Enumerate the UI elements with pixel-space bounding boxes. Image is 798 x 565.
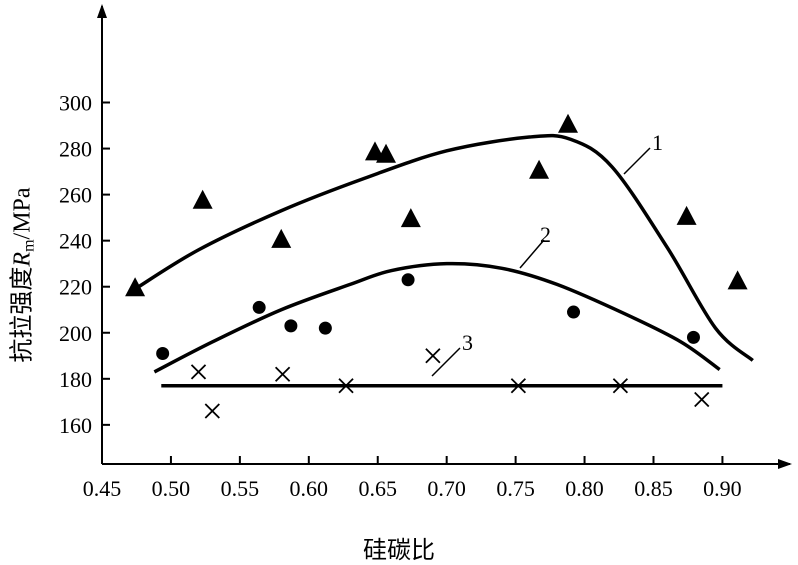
series-3-point [510, 378, 527, 394]
y-tick-label: 220 [59, 275, 92, 300]
series-2-point [156, 346, 170, 360]
series-2-curve [153, 261, 721, 374]
y-axis-label: 抗拉强度Rm/MPa [2, 187, 39, 362]
x-tick-label: 0.55 [221, 476, 260, 501]
y-axis-label-symbol: R [9, 251, 36, 267]
series-1-point [676, 205, 697, 225]
x-tick-label: 0.60 [290, 476, 329, 501]
x-tick-label: 0.90 [703, 476, 742, 501]
series-1-label: 1 [652, 130, 663, 155]
series-2-point [252, 300, 266, 314]
x-tick-label: 0.75 [496, 476, 535, 501]
series-3-point [425, 348, 441, 364]
series-2-point [318, 321, 332, 335]
series-3-point [204, 403, 220, 419]
y-axis-label-prefix: 抗拉强度 [7, 266, 36, 363]
series-3-point [694, 391, 710, 408]
series-1-leader [623, 147, 651, 175]
y-tick-label: 160 [59, 413, 92, 438]
series-2-leader [519, 239, 545, 269]
data-points [125, 113, 748, 419]
series-3-point [612, 378, 629, 394]
series-3-point [274, 366, 291, 382]
series-1-point [400, 208, 421, 228]
y-axis-label-wrap: 抗拉强度Rm/MPa [2, 140, 38, 410]
series-3-leader [431, 347, 461, 377]
y-tick-label: 280 [59, 137, 92, 162]
series-3-label: 3 [462, 330, 473, 355]
y-axis-label-subscript: m [20, 239, 38, 252]
axes: 0.45 0.50 0.55 0.60 0.65 0.70 0.75 0.80 0.85 0.90… [59, 4, 792, 501]
x-tick-label: 0.65 [358, 476, 397, 501]
y-tick-label: 240 [59, 229, 92, 254]
series-1-point [727, 270, 748, 290]
series-2-point [284, 319, 298, 333]
series-3-point [190, 364, 207, 380]
y-tick-label: 300 [59, 91, 92, 116]
series-2-point [401, 273, 415, 287]
x-tick-label: 0.70 [427, 476, 466, 501]
series-2-label: 2 [540, 222, 551, 247]
series-3-point [338, 378, 354, 394]
x-tick-label: 0.85 [634, 476, 673, 501]
series-1-point [558, 113, 579, 133]
x-tick-label: 0.45 [83, 476, 122, 501]
series-2-point [686, 330, 700, 344]
series-1-point [529, 159, 550, 179]
x-tick-label: 0.80 [565, 476, 604, 501]
fitted-curves [134, 133, 754, 388]
series-1-point [192, 189, 213, 209]
series-1-point [125, 277, 146, 297]
y-tick-label: 200 [59, 321, 92, 346]
series-1-point [271, 228, 292, 248]
series-1-curve [134, 133, 754, 362]
y-tick-label: 260 [59, 183, 92, 208]
curve-labels: 1 2 3 [431, 130, 663, 377]
series-1-point [376, 143, 397, 163]
x-axis-label: 硅碳比 [363, 536, 435, 564]
y-tick-label: 180 [59, 367, 92, 392]
y-axis-label-unit: /MPa [9, 187, 36, 240]
x-tick-label: 0.50 [152, 476, 191, 501]
series-2-point [567, 305, 581, 319]
